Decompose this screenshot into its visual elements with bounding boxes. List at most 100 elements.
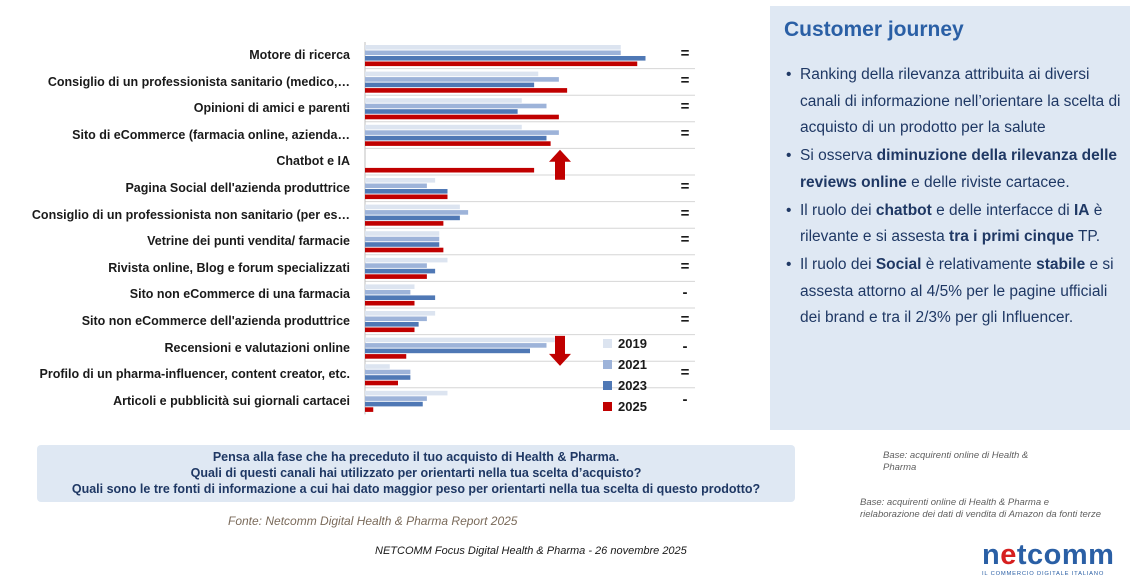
- bar-2023-10: [365, 322, 419, 327]
- question-line-2: Quali di questi canali hai utilizzato pe…: [190, 466, 642, 480]
- bar-2021-7: [365, 236, 440, 242]
- logo-suffix: tcomm: [1016, 539, 1115, 571]
- bar-2025-2: [365, 114, 559, 120]
- trend-marker: -: [682, 284, 688, 302]
- category-label: Sito non eCommerce dell'azienda produttr…: [81, 314, 350, 328]
- bullet-emphasis: IA: [1073, 201, 1090, 219]
- bar-2023-13: [365, 401, 423, 407]
- category-label: Opinioni di amici e parenti: [193, 101, 350, 116]
- bar-2021-10: [365, 316, 427, 322]
- bar-2021-6: [365, 210, 469, 215]
- category-label: Recensioni e valutazioni online: [164, 340, 350, 355]
- bar-2019-2: [365, 98, 522, 103]
- category-label: Consiglio di un professionista sanitario…: [47, 74, 350, 89]
- base-note-1: Base: acquirenti online di Health & Phar…: [883, 450, 1029, 473]
- survey-question-box: Pensa alla fase che ha preceduto il tuo …: [37, 445, 795, 502]
- bullet-text: Il ruolo dei: [800, 201, 876, 219]
- bar-2019-7: [365, 231, 440, 236]
- bar-2025-7: [365, 247, 444, 253]
- bar-2025-3: [365, 141, 551, 146]
- bullet-text: Si osserva: [800, 147, 877, 165]
- bar-2025-11: [365, 354, 407, 359]
- question-line-3: Quali sono le tre fonti di informazione …: [71, 482, 761, 496]
- bar-2023-0: [365, 56, 646, 61]
- insight-bullet: Si osserva diminuzione della rilevanza d…: [784, 143, 1122, 196]
- insight-bullet: Ranking della rilevanza attribuita ai di…: [784, 62, 1122, 142]
- trend-marker: =: [680, 364, 690, 382]
- legend-item-2021: 2021: [603, 354, 647, 375]
- category-label: Chatbot e IA: [276, 154, 350, 169]
- category-label: Sito di eCommerce (farmacia online, azie…: [72, 127, 350, 142]
- bar-chart: [364, 42, 695, 415]
- bar-2023-5: [365, 189, 448, 194]
- bullet-emphasis: Social: [875, 255, 922, 273]
- insight-list: Ranking della rilevanza attribuita ai di…: [784, 62, 1122, 333]
- legend-label-2019: 2019: [618, 336, 647, 351]
- bar-2021-3: [365, 130, 559, 135]
- bullet-text: è rilevante e si assesta: [800, 201, 1103, 246]
- legend-item-2023: 2023: [603, 375, 647, 396]
- bar-2023-9: [365, 295, 436, 300]
- trend-marker: =: [680, 311, 690, 328]
- bar-2025-4: [365, 167, 535, 173]
- bar-2021-2: [365, 103, 547, 109]
- trend-marker: =: [680, 98, 690, 116]
- bar-2023-6: [365, 215, 460, 221]
- bar-2019-11: [365, 337, 555, 343]
- bar-2023-7: [365, 242, 440, 247]
- bar-2025-10: [365, 327, 415, 333]
- bar-2023-3: [365, 135, 547, 141]
- question-line-1: Pensa alla fase che ha preceduto il tuo …: [212, 450, 620, 464]
- footer-text: NETCOMM Focus Digital Health & Pharma - …: [375, 545, 687, 557]
- bar-2025-5: [365, 194, 448, 200]
- source-note: Fonte: Netcomm Digital Health & Pharma R…: [228, 514, 518, 528]
- legend-swatch-2021: [603, 360, 612, 369]
- bar-2021-5: [365, 183, 427, 189]
- bar-2023-2: [365, 109, 518, 114]
- bar-2021-13: [365, 396, 427, 401]
- logo-tagline: IL COMMERCIO DIGITALE ITALIANO: [982, 571, 1105, 577]
- bar-2023-1: [365, 82, 535, 88]
- bullet-text: e si assesta attorno al 4/5% per le pagi…: [800, 255, 1114, 327]
- panel-title: Customer journey: [784, 18, 964, 41]
- bar-2025-13: [365, 407, 374, 412]
- base-note-2: Base: acquirenti online di Health & Phar…: [860, 497, 1101, 520]
- trend-marker: -: [682, 337, 688, 355]
- category-label: Sito non eCommerce di una farmacia: [129, 287, 350, 302]
- category-label: Profilo di un pharma-influencer, content…: [39, 367, 350, 382]
- bullet-emphasis: chatbot: [875, 201, 932, 219]
- bar-2025-12: [365, 380, 398, 386]
- trend-marker: =: [680, 204, 690, 222]
- trend-marker: =: [680, 124, 690, 142]
- chart-legend: 2019 2021 2023 2025: [603, 333, 647, 417]
- category-label: Vetrine dei punti vendita/ farmacie: [147, 234, 350, 249]
- bar-2019-6: [365, 204, 460, 210]
- bar-2019-12: [365, 364, 390, 369]
- logo-accent-letter: e: [1000, 539, 1017, 571]
- bullet-text: Il ruolo dei: [800, 255, 876, 273]
- category-label: Consiglio di un professionista non sanit…: [31, 207, 350, 222]
- category-label: Pagina Social dell'azienda produttrice: [125, 181, 350, 195]
- bar-2019-5: [365, 178, 436, 183]
- arrow-up-icon: [549, 149, 571, 180]
- bar-2019-9: [365, 284, 415, 289]
- trend-marker: -: [682, 390, 688, 408]
- bar-2019-1: [365, 71, 539, 77]
- trend-marker: =: [680, 45, 690, 62]
- bar-2021-12: [365, 369, 411, 375]
- bar-2019-13: [365, 390, 448, 396]
- customer-journey-panel: Customer journey Ranking della rilevanza…: [770, 6, 1130, 430]
- bar-2021-1: [365, 77, 559, 82]
- bar-2019-0: [365, 45, 621, 50]
- logo-prefix: n: [982, 539, 1001, 571]
- bar-2021-9: [365, 289, 411, 295]
- bar-2023-12: [365, 375, 411, 380]
- trend-marker: =: [680, 257, 690, 275]
- logo-wordmark: netcomm: [982, 540, 1122, 570]
- legend-label-2025: 2025: [618, 399, 647, 414]
- bar-2023-11: [365, 348, 530, 354]
- bar-2025-8: [365, 274, 427, 279]
- trend-marker: =: [680, 178, 690, 195]
- bullet-text: e delle riviste cartacee.: [906, 173, 1070, 191]
- insight-bullet: Il ruolo dei chatbot e delle interfacce …: [784, 198, 1122, 251]
